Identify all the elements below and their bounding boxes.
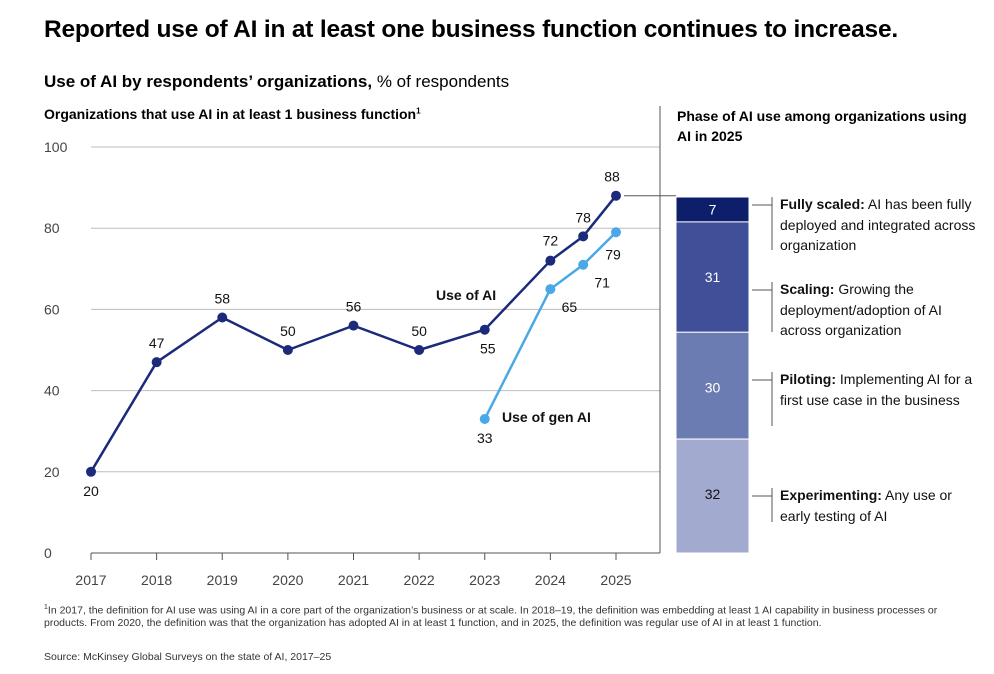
series-label-use-of-gen-ai: Use of gen AI: [502, 409, 591, 425]
data-label: 71: [594, 275, 610, 291]
stack-segment: [675, 196, 750, 223]
y-tick-label: 0: [44, 545, 52, 561]
stack-segment-label: 7: [709, 201, 717, 217]
phase-name: Experimenting:: [780, 487, 882, 503]
subhead: Use of AI by respondents’ organizations,…: [44, 72, 509, 92]
data-point: [578, 259, 589, 270]
footnote-marker: 1: [416, 106, 421, 116]
y-tick-label: 20: [44, 464, 60, 480]
data-label: 50: [280, 323, 296, 339]
data-point: [151, 357, 162, 368]
data-label: 72: [543, 233, 559, 249]
x-tick-label: 2021: [338, 572, 369, 588]
data-label: 50: [411, 323, 427, 339]
footnote: 1In 2017, the definition for AI use was …: [44, 602, 949, 630]
data-label: 65: [562, 299, 578, 315]
y-tick-label: 80: [44, 220, 60, 236]
phase-name: Scaling:: [780, 281, 835, 297]
phase-description: Piloting: Implementing AI for a first us…: [780, 369, 980, 410]
data-label: 88: [604, 169, 620, 185]
data-point: [86, 466, 96, 477]
phase-text: Any use or early testing of AI: [780, 487, 952, 524]
y-tick-label: 100: [44, 139, 68, 155]
phase-text: Implementing AI for a first use case in …: [780, 371, 973, 408]
data-label: 79: [605, 246, 621, 262]
stack-segment: [675, 438, 750, 554]
data-point: [282, 345, 293, 355]
x-tick-label: 2023: [469, 572, 500, 588]
data-point: [479, 324, 490, 335]
x-tick-label: 2017: [75, 572, 106, 588]
data-point: [545, 284, 556, 295]
stack-segment-label: 32: [705, 486, 721, 502]
x-tick-label: 2025: [600, 572, 631, 588]
data-point: [578, 231, 589, 242]
data-point: [414, 345, 425, 355]
footnote-number: 1: [44, 604, 48, 611]
headline: Reported use of AI in at least one busin…: [44, 16, 898, 43]
phase-name: Piloting:: [780, 371, 836, 387]
phase-description: Fully scaled: AI has been fully deployed…: [780, 194, 980, 256]
phase-name: Fully scaled:: [780, 196, 865, 212]
data-label: 47: [149, 335, 165, 351]
subhead-unit: % of respondents: [372, 72, 510, 91]
data-label: 20: [83, 483, 99, 499]
x-tick-label: 2018: [141, 572, 172, 588]
data-label: 56: [346, 299, 362, 315]
line-chart-title: Organizations that use AI in at least 1 …: [44, 106, 421, 122]
phase-description: Experimenting: Any use or early testing …: [780, 485, 980, 526]
source-note: Source: McKinsey Global Surveys on the s…: [44, 651, 332, 663]
phase-description: Scaling: Growing the deployment/adoption…: [780, 279, 980, 341]
stack-chart-title: Phase of AI use among organizations usin…: [677, 108, 967, 144]
data-point: [217, 312, 228, 323]
series-line-use-of-ai: [89, 194, 617, 473]
subhead-bold: Use of AI by respondents’ organizations,: [44, 72, 373, 91]
stack-segment: [675, 221, 750, 333]
stack-segment-label: 31: [705, 269, 721, 285]
data-point: [348, 320, 359, 331]
data-point: [479, 414, 490, 425]
x-tick-label: 2024: [535, 572, 566, 588]
line-chart-title-text: Organizations that use AI in at least 1 …: [44, 106, 417, 122]
stack-segment-label: 30: [705, 379, 721, 395]
phase-text: AI has been fully deployed and integrate…: [780, 196, 976, 253]
data-point: [611, 227, 621, 238]
y-tick-label: 60: [44, 301, 60, 317]
data-label: 55: [480, 341, 496, 357]
footnote-text: In 2017, the definition for AI use was u…: [44, 604, 938, 630]
data-point: [545, 255, 556, 266]
stack-segment: [675, 331, 750, 440]
y-tick-label: 40: [44, 383, 60, 399]
x-tick-label: 2022: [404, 572, 435, 588]
series-label-use-of-ai: Use of AI: [436, 287, 496, 303]
series-line-use-of-gen-ai: [483, 231, 617, 420]
x-tick-label: 2019: [207, 572, 238, 588]
data-label: 58: [214, 291, 230, 307]
x-tick-label: 2020: [272, 572, 303, 588]
data-point: [611, 190, 621, 201]
data-label: 78: [575, 209, 591, 225]
data-label: 33: [477, 430, 493, 446]
phase-text: Growing the deployment/adoption of AI ac…: [780, 281, 942, 338]
